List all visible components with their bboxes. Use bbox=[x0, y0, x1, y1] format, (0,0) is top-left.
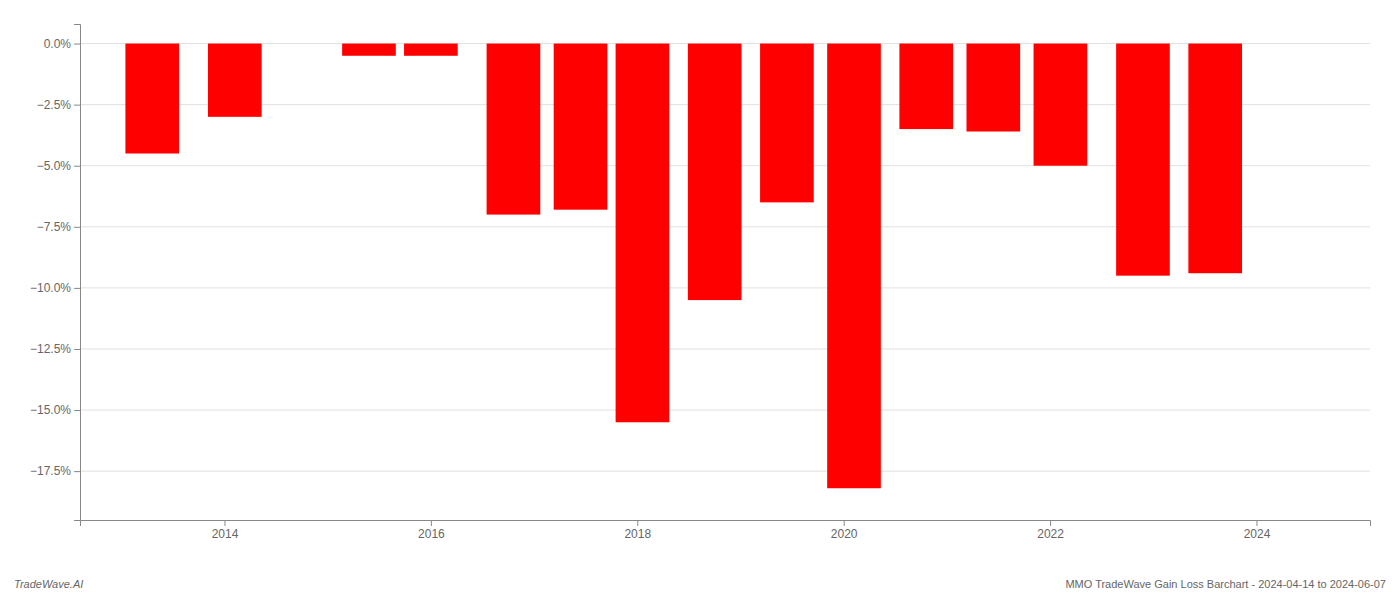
y-tick-label: −17.5% bbox=[30, 464, 71, 478]
bar bbox=[342, 44, 396, 56]
footer-right: MMO TradeWave Gain Loss Barchart - 2024-… bbox=[1065, 578, 1386, 590]
x-axis-line bbox=[81, 521, 1371, 527]
y-tick-mark bbox=[74, 410, 80, 411]
plot: 0.0% −2.5% −5.0% −7.5% −10.0% −12.5% −15.0% −17… bbox=[30, 25, 1371, 541]
x-tick: 2022 bbox=[1037, 520, 1064, 541]
grid-line bbox=[80, 471, 1370, 472]
bar bbox=[208, 44, 262, 117]
bar bbox=[125, 44, 179, 154]
y-axis: 0.0% −2.5% −5.0% −7.5% −10.0% −12.5% −15.0% −17… bbox=[30, 25, 81, 521]
x-tick-mark bbox=[637, 520, 638, 526]
y-tick-label: −2.5% bbox=[37, 98, 72, 112]
x-tick: 2016 bbox=[418, 520, 445, 541]
y-axis-line bbox=[74, 25, 81, 521]
x-tick-label: 2020 bbox=[831, 527, 858, 541]
y-tick-mark bbox=[74, 288, 80, 289]
y-tick: −5.0% bbox=[37, 159, 80, 173]
bar bbox=[1116, 44, 1170, 276]
y-tick: −12.5% bbox=[30, 342, 80, 356]
grid-line bbox=[80, 410, 1370, 411]
footer-left: TradeWave.AI bbox=[14, 578, 83, 590]
y-tick-mark bbox=[74, 166, 80, 167]
x-tick-mark bbox=[1256, 520, 1257, 526]
y-tick-label: 0.0% bbox=[44, 37, 72, 51]
bar bbox=[688, 44, 742, 301]
y-tick: 0.0% bbox=[44, 37, 80, 51]
x-tick-label: 2024 bbox=[1244, 527, 1271, 541]
bar bbox=[1034, 44, 1088, 166]
x-tick-mark bbox=[1050, 520, 1051, 526]
x-tick-label: 2022 bbox=[1037, 527, 1064, 541]
x-tick: 2018 bbox=[624, 520, 651, 541]
x-tick: 2024 bbox=[1244, 520, 1271, 541]
bar bbox=[966, 44, 1020, 132]
background bbox=[0, 0, 1400, 600]
x-tick: 2020 bbox=[831, 520, 858, 541]
bar bbox=[554, 44, 608, 210]
y-tick: −10.0% bbox=[30, 281, 80, 295]
bar bbox=[404, 44, 458, 56]
bar bbox=[616, 44, 670, 423]
y-tick-mark bbox=[74, 471, 80, 472]
bar bbox=[487, 44, 541, 215]
grid bbox=[80, 44, 1370, 472]
y-tick-mark bbox=[74, 227, 80, 228]
y-tick: −2.5% bbox=[37, 98, 80, 112]
x-tick-label: 2018 bbox=[624, 527, 651, 541]
y-tick-mark bbox=[74, 105, 80, 106]
bar bbox=[760, 44, 814, 203]
x-tick-mark bbox=[844, 520, 845, 526]
x-tick: 2014 bbox=[212, 520, 239, 541]
y-tick-label: −12.5% bbox=[30, 342, 71, 356]
y-tick-label: −15.0% bbox=[30, 403, 71, 417]
y-tick: −15.0% bbox=[30, 403, 80, 417]
y-tick: −7.5% bbox=[37, 220, 80, 234]
bar bbox=[1188, 44, 1242, 274]
chart: 0.0% −2.5% −5.0% −7.5% −10.0% −12.5% −15.0% −17… bbox=[0, 0, 1400, 600]
y-tick-mark bbox=[74, 44, 80, 45]
x-tick-mark bbox=[224, 520, 225, 526]
bars bbox=[125, 44, 1242, 489]
x-axis: 2014 2016 2018 2020 2022 2024 bbox=[81, 520, 1371, 541]
bar bbox=[899, 44, 953, 130]
y-tick-label: −10.0% bbox=[30, 281, 71, 295]
x-tick-mark bbox=[431, 520, 432, 526]
bar bbox=[827, 44, 881, 489]
y-tick-label: −7.5% bbox=[37, 220, 72, 234]
x-tick-label: 2016 bbox=[418, 527, 445, 541]
y-tick: −17.5% bbox=[30, 464, 80, 478]
grid-line bbox=[80, 348, 1370, 349]
y-tick-mark bbox=[74, 349, 80, 350]
x-tick-label: 2014 bbox=[212, 527, 239, 541]
y-tick-label: −5.0% bbox=[37, 159, 72, 173]
